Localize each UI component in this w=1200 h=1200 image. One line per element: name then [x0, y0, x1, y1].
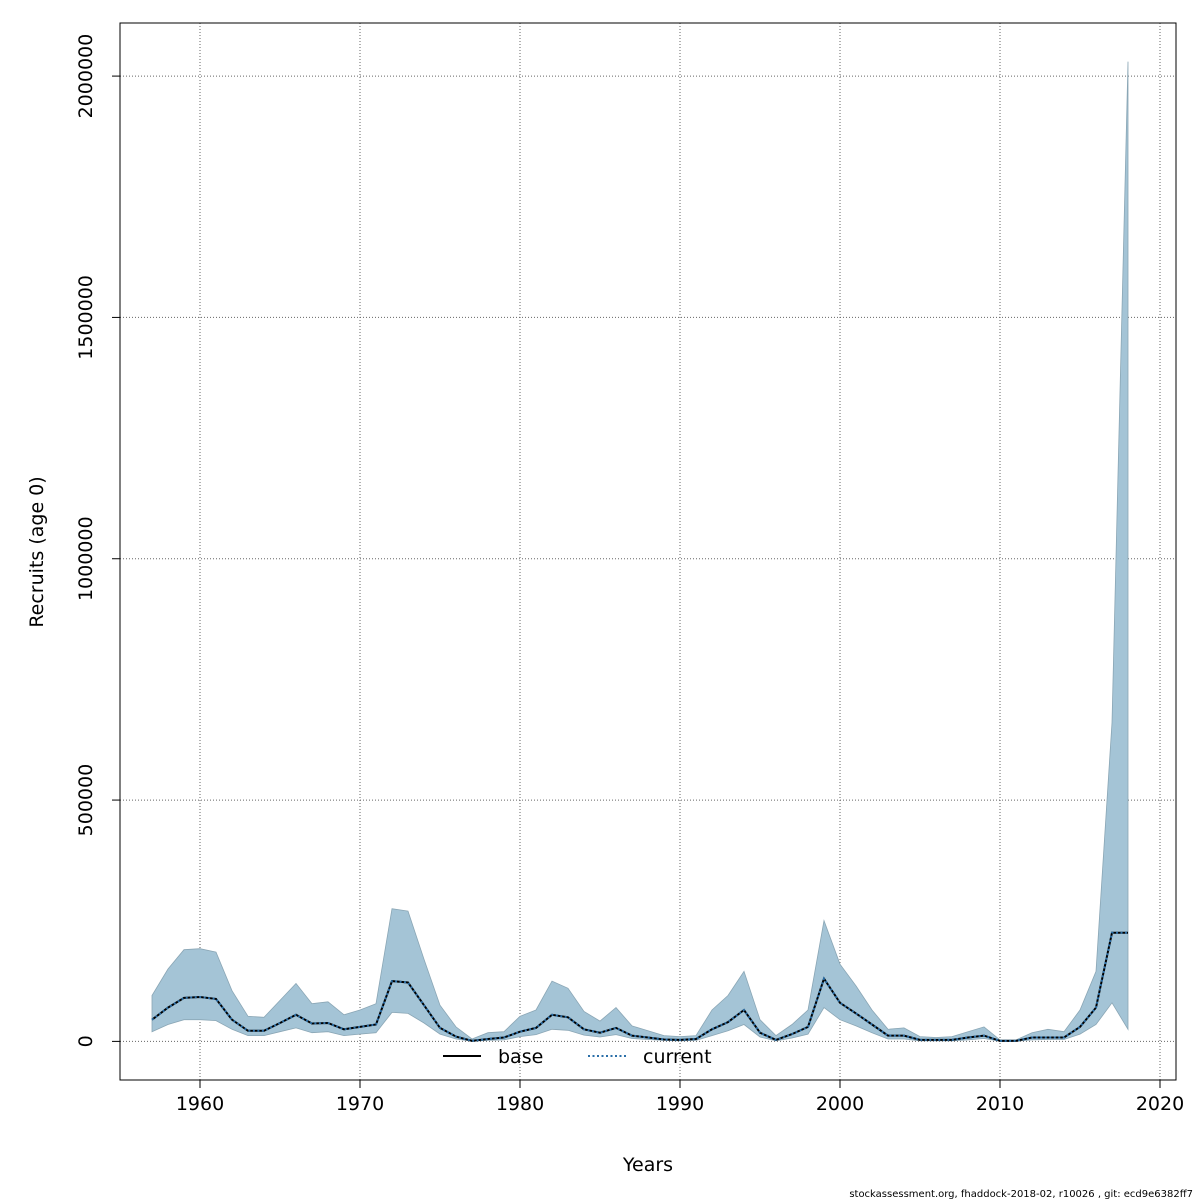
y-tick-label: 2000000	[75, 34, 97, 119]
footer-credit: stockassessment.org, fhaddock-2018-02, r…	[849, 1189, 1193, 1200]
y-tick-label: 1000000	[75, 516, 97, 601]
x-tick-label: 1980	[496, 1093, 544, 1115]
legend-label-current: current	[643, 1046, 712, 1068]
x-tick-label: 2020	[1136, 1093, 1184, 1115]
x-axis-title: Years	[622, 1154, 673, 1176]
x-tick-label: 1970	[336, 1093, 384, 1115]
y-tick-label: 0	[75, 1035, 97, 1047]
y-tick-label: 500000	[75, 764, 97, 837]
legend: base current	[443, 1046, 712, 1068]
plot-frame	[119, 22, 1177, 1081]
y-axis-title: Recruits (age 0)	[26, 476, 48, 627]
x-tick-label: 2010	[976, 1093, 1024, 1115]
y-axis: 0 500000 1000000 1500000 2000000	[75, 34, 120, 1047]
grid-lines	[120, 23, 1176, 1080]
series-line-current	[151, 931, 1128, 1042]
x-tick-label: 2000	[816, 1093, 864, 1115]
x-tick-label: 1960	[176, 1093, 224, 1115]
x-axis: 1960 1970 1980 1990 2000 2010 2020	[176, 1080, 1184, 1115]
x-tick-label: 1990	[656, 1093, 704, 1115]
y-tick-label: 1500000	[75, 275, 97, 360]
legend-label-base: base	[498, 1046, 543, 1068]
